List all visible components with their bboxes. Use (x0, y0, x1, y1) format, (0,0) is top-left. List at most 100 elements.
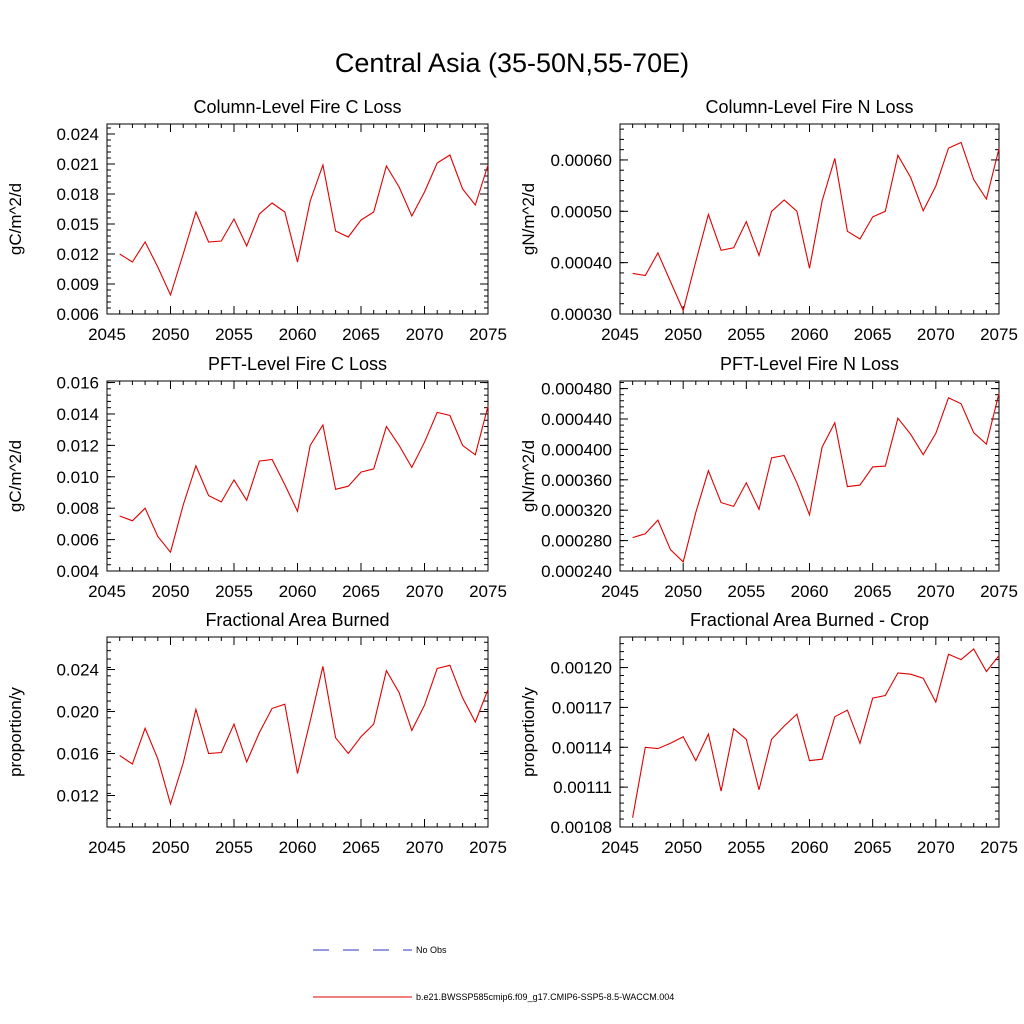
x-tick-label: 2065 (854, 325, 892, 344)
y-tick-label: 0.000440 (541, 410, 612, 429)
chart-panel-6: 2045 2050 2055 2060 2065 2070 2075 0.00108 0.001… (519, 610, 1018, 857)
y-axis-label: proportion/y (519, 687, 538, 777)
legend-label-1: No Obs (416, 945, 447, 955)
y-tick-label: 0.00060 (551, 151, 612, 170)
x-tick-label: 2075 (469, 325, 507, 344)
y-tick-label: 0.000480 (541, 380, 612, 399)
x-tick-label: 2055 (215, 838, 253, 857)
x-tick-label: 2075 (469, 582, 507, 601)
panel-title: Column-Level Fire N Loss (705, 97, 913, 117)
x-tick-label: 2060 (279, 325, 317, 344)
x-tick-label: 2045 (601, 838, 639, 857)
y-tick-label: 0.012 (56, 245, 99, 264)
x-tick-label: 2075 (469, 838, 507, 857)
x-tick-label: 2065 (342, 325, 380, 344)
x-tick-label: 2055 (727, 582, 765, 601)
y-tick-label: 0.000360 (541, 471, 612, 490)
x-tick-label: 2070 (917, 325, 955, 344)
plot-frame (619, 123, 1000, 315)
series-line (119, 664, 489, 806)
y-tick-label: 0.00050 (551, 202, 612, 221)
y-tick-label: 0.000240 (541, 562, 612, 581)
y-tick-label: 0.016 (56, 745, 99, 764)
panel-title: Fractional Area Burned (205, 610, 389, 630)
x-tick-label: 2070 (406, 325, 444, 344)
y-tick-label: 0.012 (56, 436, 99, 455)
series-line (119, 405, 489, 554)
x-tick-label: 2070 (917, 838, 955, 857)
x-tick-label: 2070 (917, 582, 955, 601)
x-tick-label: 2045 (601, 582, 639, 601)
x-tick-label: 2060 (279, 838, 317, 857)
plot-frame (106, 380, 489, 572)
chart-panel-3: 2045 2050 2055 2060 2065 2070 2075 0.004 0.006 0.… (6, 354, 507, 601)
plot-frame (619, 380, 1000, 572)
y-tick-label: 0.024 (56, 125, 99, 144)
x-tick-label: 2060 (279, 582, 317, 601)
x-tick-label: 2070 (406, 582, 444, 601)
y-tick-label: 0.000280 (541, 532, 612, 551)
y-tick-label: 0.00120 (551, 659, 612, 678)
x-tick-label: 2065 (342, 582, 380, 601)
x-tick-label: 2055 (727, 838, 765, 857)
y-tick-label: 0.012 (56, 787, 99, 806)
x-tick-label: 2065 (854, 582, 892, 601)
x-tick-label: 2045 (88, 325, 126, 344)
plot-frame (106, 636, 489, 828)
x-tick-label: 2050 (152, 582, 190, 601)
panel-title: Column-Level Fire C Loss (193, 97, 401, 117)
chart-panel-4: 2045 2050 2055 2060 2065 2070 2075 0.000240 0.00… (519, 354, 1018, 601)
x-tick-label: 2050 (152, 325, 190, 344)
y-tick-label: 0.008 (56, 499, 99, 518)
y-tick-label: 0.018 (56, 185, 99, 204)
y-axis-label: gC/m^2/d (6, 440, 25, 512)
series-line (632, 648, 1000, 818)
y-tick-label: 0.000320 (541, 501, 612, 520)
y-tick-label: 0.010 (56, 468, 99, 487)
x-tick-label: 2055 (727, 325, 765, 344)
plot-frame (619, 636, 1000, 828)
y-axis-label: gN/m^2/d (519, 440, 538, 512)
legend: No Obs b.e21.BWSSP585cmip6.f09_g17.CMIP6-… (313, 945, 674, 1002)
plot-frame (106, 123, 489, 315)
y-tick-label: 0.004 (56, 562, 99, 581)
x-tick-label: 2045 (88, 582, 126, 601)
y-tick-label: 0.00117 (552, 698, 612, 717)
x-tick-label: 2075 (980, 582, 1018, 601)
x-tick-label: 2060 (791, 325, 829, 344)
panel-title: PFT-Level Fire C Loss (208, 354, 387, 374)
figure-title: Central Asia (35-50N,55-70E) (334, 48, 690, 78)
y-tick-label: 0.024 (56, 661, 99, 680)
x-tick-label: 2075 (980, 325, 1018, 344)
chart-panel-5: 2045 2050 2055 2060 2065 2070 2075 0.012 0.016 0.… (6, 610, 507, 857)
x-tick-label: 2065 (342, 838, 380, 857)
series-line (632, 141, 1000, 313)
y-tick-label: 0.000400 (541, 440, 612, 459)
y-tick-label: 0.020 (56, 703, 99, 722)
y-tick-label: 0.00114 (552, 738, 612, 757)
x-tick-label: 2055 (215, 325, 253, 344)
chart-panel-2: 2045 2050 2055 2060 2065 2070 2075 0.00030 0.000… (519, 97, 1018, 344)
y-tick-label: 0.021 (56, 155, 99, 174)
y-tick-label: 0.00040 (551, 254, 612, 273)
chart-panel-1: 2045 2050 2055 2060 2065 2070 2075 0.006 0.009 0.… (6, 97, 507, 344)
x-tick-label: 2070 (406, 838, 444, 857)
x-tick-label: 2050 (664, 325, 702, 344)
y-axis-label: proportion/y (6, 687, 25, 777)
y-tick-label: 0.016 (56, 374, 99, 393)
panel-title: Fractional Area Burned - Crop (690, 610, 929, 630)
panel-title: PFT-Level Fire N Loss (720, 354, 899, 374)
x-tick-label: 2055 (215, 582, 253, 601)
y-tick-label: 0.006 (56, 305, 99, 324)
x-tick-label: 2045 (601, 325, 639, 344)
x-tick-label: 2045 (88, 838, 126, 857)
x-tick-label: 2065 (854, 838, 892, 857)
legend-label-2: b.e21.BWSSP585cmip6.f09_g17.CMIP6-SSP5-8… (416, 992, 674, 1002)
y-tick-label: 0.014 (56, 405, 99, 424)
y-axis-label: gN/m^2/d (519, 183, 538, 255)
series-line (632, 393, 1000, 563)
x-tick-label: 2050 (152, 838, 190, 857)
y-tick-label: 0.015 (56, 215, 99, 234)
x-tick-label: 2075 (980, 838, 1018, 857)
x-tick-label: 2060 (791, 838, 829, 857)
